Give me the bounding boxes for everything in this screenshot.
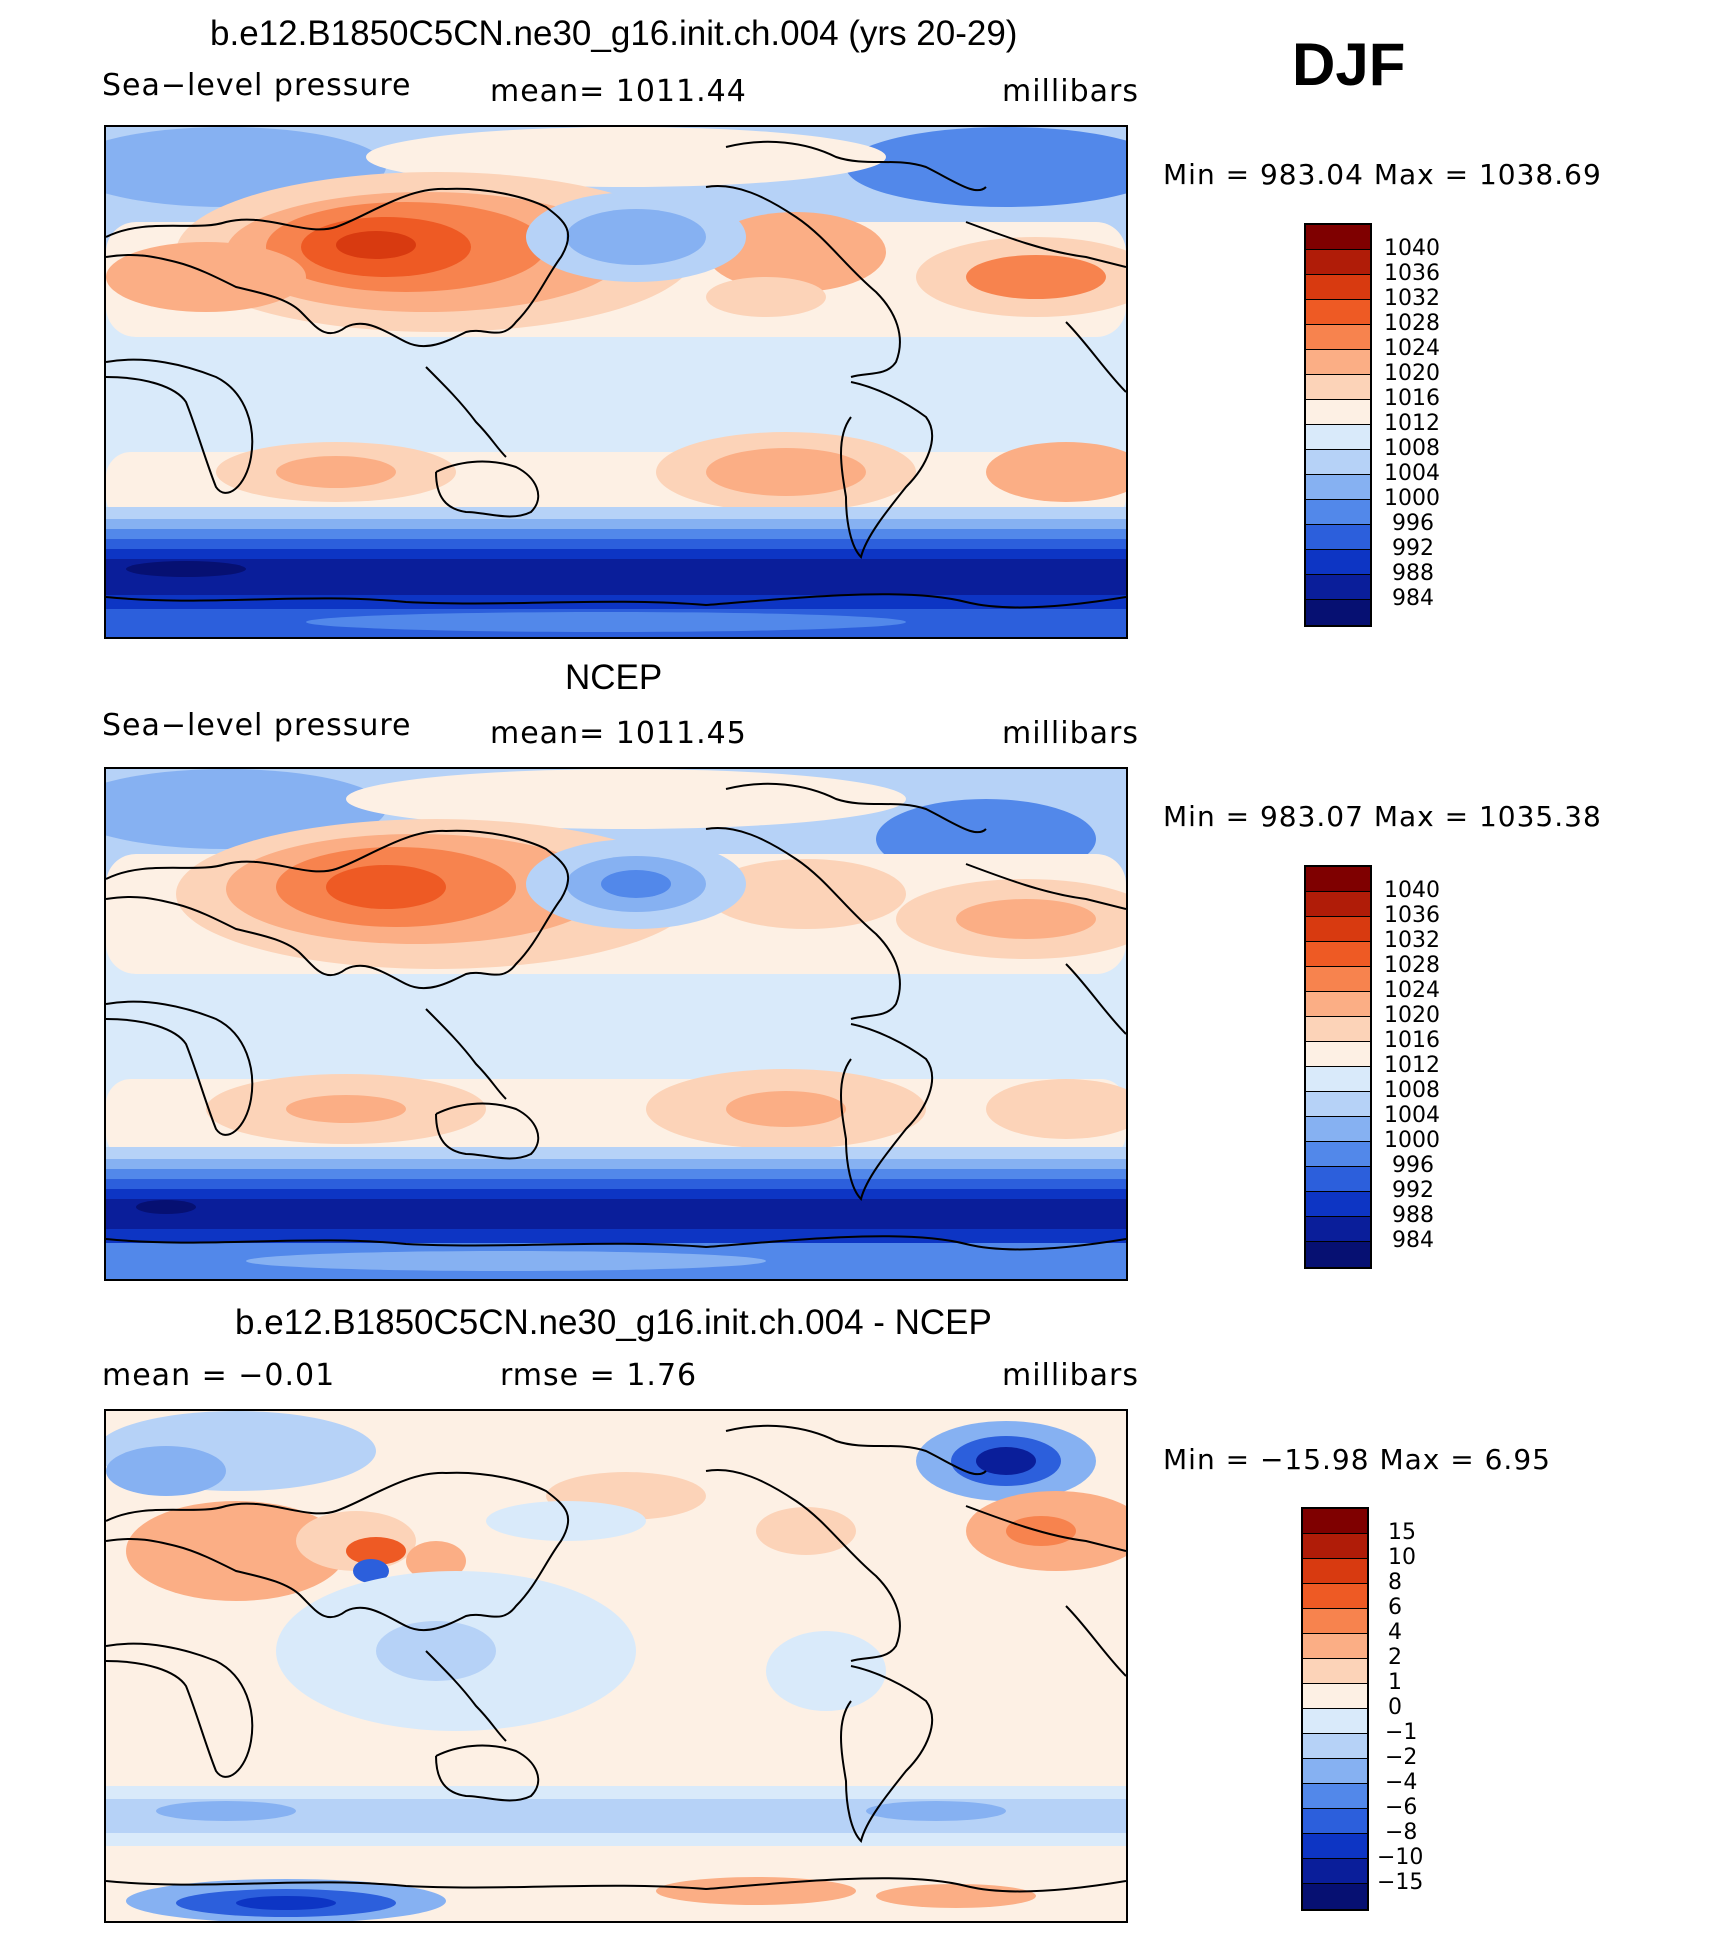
panel3-colorbar [1301,1507,1369,1911]
panel2-minmax: Min = 983.07 Max = 1035.38 [1163,800,1602,833]
panel2-mean-label: mean= 1011.45 [490,716,747,751]
cbar1-tick: 1004 [1384,461,1440,486]
panel2-title: NCEP [565,658,663,697]
cbar2-tick: 992 [1392,1178,1434,1203]
cbar2-tick: 988 [1392,1203,1434,1228]
cbar1-tick: 1024 [1384,336,1440,361]
cbar3-tick: 4 [1388,1620,1402,1645]
cbar3-tick: −15 [1377,1870,1424,1895]
cbar1-tick: 992 [1392,536,1434,561]
panel1-variable-label: Sea−level pressure [102,68,412,103]
cbar3-tick: 0 [1388,1695,1402,1720]
cbar3-tick: 10 [1388,1545,1416,1570]
cbar1-tick: 1036 [1384,261,1440,286]
cbar3-tick: −10 [1377,1845,1424,1870]
cbar1-tick: 1000 [1384,486,1440,511]
panel2-units-label: millibars [1002,716,1139,751]
panel1-mean-label: mean= 1011.44 [490,74,747,109]
cbar2-tick: 1016 [1384,1028,1440,1053]
cbar3-tick: 2 [1388,1645,1402,1670]
panel2-map-canvas [106,769,1126,1279]
coastlines [106,140,1126,609]
panel1-colorbar [1304,223,1372,627]
cbar3-tick: −6 [1385,1795,1418,1820]
panel3-mean-label: mean = −0.01 [102,1358,336,1393]
cbar1-tick: 996 [1392,511,1434,536]
coastlines [106,1424,1126,1893]
panel3-title: b.e12.B1850C5CN.ne30_g16.init.ch.004 - N… [235,1303,992,1342]
cbar3-tick: 6 [1388,1595,1402,1620]
panel1-title: b.e12.B1850C5CN.ne30_g16.init.ch.004 (yr… [210,14,1018,53]
cbar3-tick: −8 [1385,1820,1418,1845]
cbar1-tick: 1012 [1384,411,1440,436]
panel1-map-canvas [106,127,1126,637]
cbar2-tick: 1012 [1384,1053,1440,1078]
cbar2-tick: 1036 [1384,903,1440,928]
cbar3-tick: −2 [1385,1745,1418,1770]
cbar3-tick: −4 [1385,1770,1418,1795]
panel3-minmax: Min = −15.98 Max = 6.95 [1163,1443,1551,1476]
cbar1-tick: 1008 [1384,436,1440,461]
cbar1-tick: 988 [1392,561,1434,586]
panel2-variable-label: Sea−level pressure [102,708,412,743]
cbar2-tick: 1008 [1384,1078,1440,1103]
coastlines [106,782,1126,1251]
cbar2-tick: 1040 [1384,878,1440,903]
cbar3-tick: −1 [1385,1720,1418,1745]
season-label: DJF [1292,31,1406,98]
panel3-rmse-label: rmse = 1.76 [500,1358,698,1393]
cbar1-tick: 1040 [1384,236,1440,261]
panel1-map [104,125,1128,639]
cbar1-tick: 1020 [1384,361,1440,386]
cbar1-tick: 1032 [1384,286,1440,311]
cbar2-tick: 984 [1392,1228,1434,1253]
panel3-map-canvas [106,1411,1126,1921]
cbar2-tick: 1004 [1384,1103,1440,1128]
cbar2-tick: 996 [1392,1153,1434,1178]
cbar1-tick: 1016 [1384,386,1440,411]
cbar3-tick: 15 [1388,1520,1416,1545]
cbar3-tick: 8 [1388,1570,1402,1595]
panel3-map [104,1409,1128,1923]
cbar1-tick: 984 [1392,586,1434,611]
panel2-colorbar [1304,865,1372,1269]
panel3-units-label: millibars [1002,1358,1139,1393]
cbar2-tick: 1032 [1384,928,1440,953]
panel1-units-label: millibars [1002,74,1139,109]
cbar2-tick: 1028 [1384,953,1440,978]
cbar2-tick: 1024 [1384,978,1440,1003]
panel2-map [104,767,1128,1281]
panel1-minmax: Min = 983.04 Max = 1038.69 [1163,158,1602,191]
cbar3-tick: 1 [1388,1670,1402,1695]
cbar2-tick: 1000 [1384,1128,1440,1153]
cbar1-tick: 1028 [1384,311,1440,336]
cbar2-tick: 1020 [1384,1003,1440,1028]
